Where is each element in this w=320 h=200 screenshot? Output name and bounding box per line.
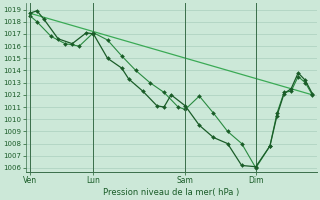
X-axis label: Pression niveau de la mer( hPa ): Pression niveau de la mer( hPa ) (103, 188, 239, 197)
